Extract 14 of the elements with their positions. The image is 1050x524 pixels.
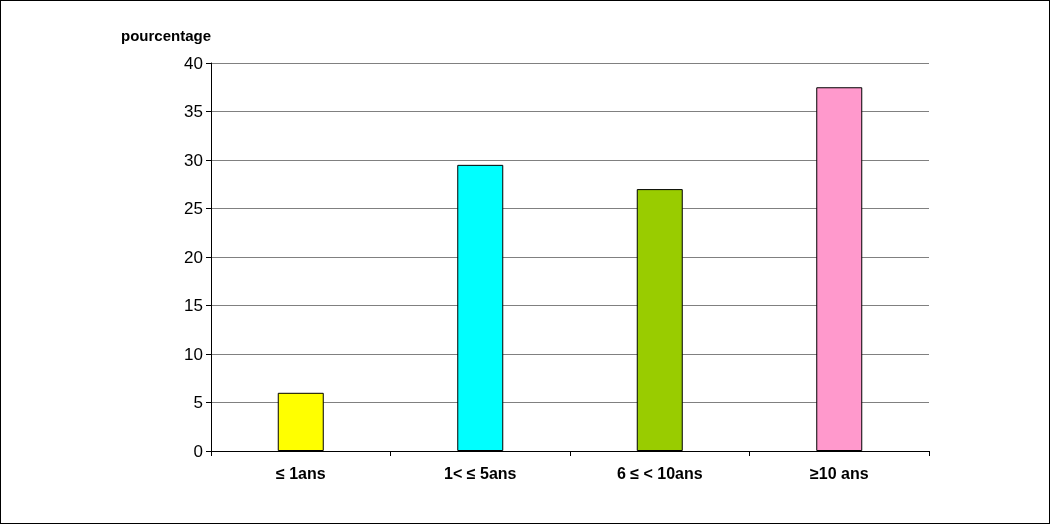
x-tick-label: 1< ≤ 5ans [444, 464, 517, 482]
y-tick-label: 15 [184, 296, 203, 315]
x-tick-label: ≤ 1ans [275, 464, 326, 482]
y-axis-title: pourcentage [120, 27, 211, 44]
y-tick-label: 25 [184, 199, 203, 218]
y-tick-label: 0 [193, 441, 203, 461]
y-tick-label: 10 [184, 344, 203, 364]
y-tick-label: 5 [193, 393, 203, 412]
y-tick-label: 40 [184, 53, 203, 73]
y-tick-label: 20 [184, 247, 203, 267]
x-tick-label: 6 ≤ < 10ans [616, 464, 703, 482]
y-tick-label: 30 [184, 150, 203, 170]
x-tick-label: ≥10 ans [809, 464, 869, 482]
y-tick-label: 35 [184, 102, 203, 121]
